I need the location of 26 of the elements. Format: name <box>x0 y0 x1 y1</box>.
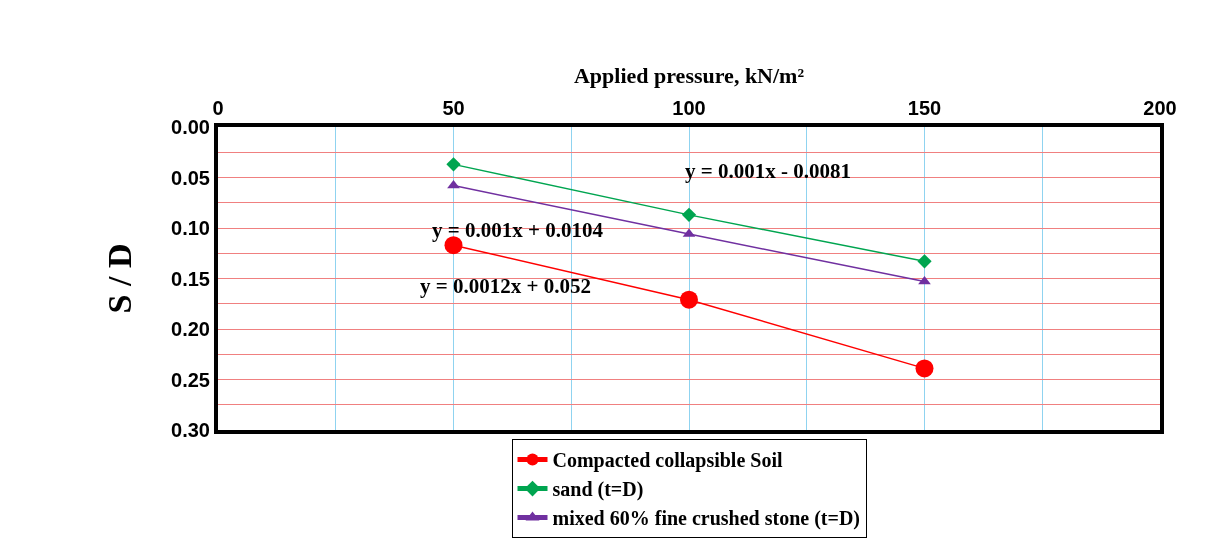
y-tick-label: 0.10 <box>171 217 210 239</box>
y-tick-label: 0.15 <box>171 267 210 290</box>
y-tick-label: 0.20 <box>171 318 210 340</box>
y-tick-label: 0.30 <box>171 419 210 441</box>
legend-label: sand (t=D) <box>552 478 644 502</box>
legend-label: Compacted collapsible Soil <box>552 449 783 473</box>
point <box>446 157 461 172</box>
y-axis-title: S / D <box>101 243 139 314</box>
annotation: y = 0.001x - 0.0081 <box>685 159 851 183</box>
y-tick-label: 0.05 <box>171 166 210 189</box>
y-tick-label: 0.25 <box>171 368 210 391</box>
annotation: y = 0.0012x + 0.052 <box>420 274 591 298</box>
point <box>680 290 698 309</box>
legend-label: mixed 60% fine crushed stone (t=D) <box>552 507 860 531</box>
y-tick-label: 0.00 <box>171 116 210 138</box>
x-tick-label: 50 <box>442 97 465 119</box>
point <box>915 359 934 378</box>
point <box>917 254 932 269</box>
x-tick-label: 0 <box>212 97 224 119</box>
x-axis-title: Applied pressure, kN/m² <box>573 63 805 89</box>
x-tick-label: 200 <box>1143 97 1177 119</box>
x-tick-label: 150 <box>907 97 942 119</box>
x-tick-label: 100 <box>672 97 706 119</box>
point <box>681 207 697 223</box>
annotation: y = 0.001x + 0.0104 <box>432 218 604 242</box>
point <box>444 236 463 255</box>
